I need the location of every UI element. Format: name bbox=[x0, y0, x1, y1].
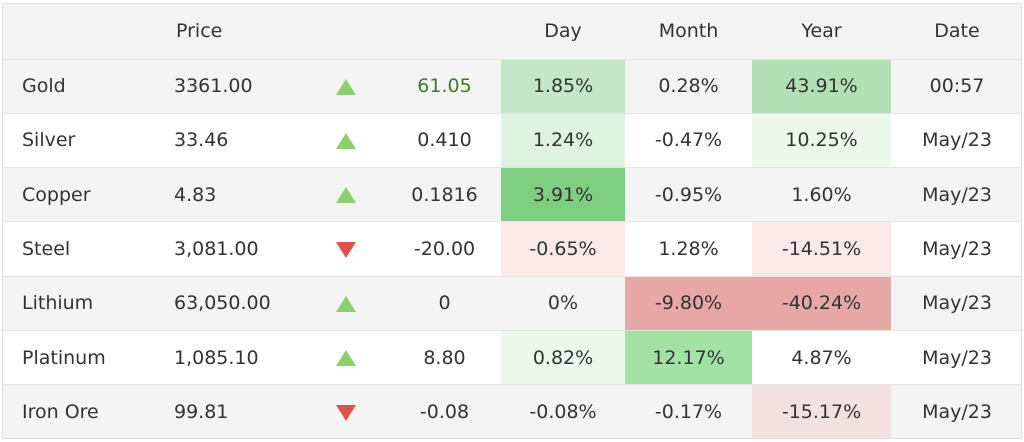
triangle-up-icon bbox=[335, 78, 356, 95]
day-change-cell: 0.82% bbox=[501, 329, 625, 385]
price-cell: 99.81 bbox=[155, 384, 303, 438]
date-cell: May/23 bbox=[891, 112, 1021, 168]
direction-cell bbox=[303, 167, 388, 222]
direction-cell bbox=[303, 275, 388, 331]
table-row[interactable]: Silver 33.46 0.410 1.24% -0.47% 10.25% May/23 bbox=[3, 112, 1021, 168]
change-cell: -20.00 bbox=[388, 221, 501, 277]
month-change-cell: 12.17% bbox=[625, 329, 752, 385]
table-row[interactable]: Steel 3,081.00 -20.00 -0.65% 1.28% -14.51% May… bbox=[3, 221, 1021, 277]
year-change-cell: 10.25% bbox=[752, 112, 891, 168]
direction-cell bbox=[303, 58, 388, 114]
change-cell: 8.80 bbox=[388, 329, 501, 385]
commodity-name-link[interactable]: Iron Ore bbox=[3, 384, 155, 438]
header-name bbox=[3, 4, 155, 59]
triangle-down-icon bbox=[335, 241, 356, 258]
header-change bbox=[388, 4, 501, 59]
date-cell: May/23 bbox=[891, 329, 1021, 385]
table-row[interactable]: Platinum 1,085.10 8.80 0.82% 12.17% 4.87% May/… bbox=[3, 329, 1021, 385]
date-cell: May/23 bbox=[891, 384, 1021, 438]
change-cell: 0 bbox=[388, 275, 501, 331]
change-cell: 0.410 bbox=[388, 112, 501, 168]
month-change-cell: -0.47% bbox=[625, 112, 752, 168]
month-change-cell: -9.80% bbox=[625, 275, 752, 331]
price-cell: 4.83 bbox=[155, 167, 303, 222]
day-change-cell: 1.85% bbox=[501, 58, 625, 114]
direction-cell bbox=[303, 329, 388, 385]
table-row[interactable]: Copper 4.83 0.1816 3.91% -0.95% 1.60% May/23 bbox=[3, 167, 1021, 222]
year-change-cell: -15.17% bbox=[752, 384, 891, 438]
month-change-cell: 1.28% bbox=[625, 221, 752, 277]
price-cell: 1,085.10 bbox=[155, 329, 303, 385]
date-cell: May/23 bbox=[891, 275, 1021, 331]
change-cell: -0.08 bbox=[388, 384, 501, 438]
commodity-name-link[interactable]: Steel bbox=[3, 221, 155, 277]
commodity-name-link[interactable]: Gold bbox=[3, 58, 155, 114]
triangle-down-icon bbox=[335, 404, 356, 421]
header-day[interactable]: Day bbox=[544, 20, 582, 43]
date-cell: May/23 bbox=[891, 221, 1021, 277]
triangle-up-icon bbox=[335, 350, 356, 367]
day-change-cell: -0.08% bbox=[501, 384, 625, 438]
month-change-cell: -0.95% bbox=[625, 167, 752, 222]
header-month[interactable]: Month bbox=[658, 20, 719, 43]
commodities-table: Price Day Month Year Date Gold 3361.00 61.… bbox=[3, 4, 1021, 438]
commodity-name-link[interactable]: Platinum bbox=[3, 329, 155, 385]
year-change-cell: -14.51% bbox=[752, 221, 891, 277]
day-change-cell: 0% bbox=[501, 275, 625, 331]
direction-cell bbox=[303, 112, 388, 168]
date-cell: 00:57 bbox=[891, 58, 1021, 114]
year-change-cell: -40.24% bbox=[752, 275, 891, 331]
table-header-row: Price Day Month Year Date bbox=[3, 4, 1021, 59]
date-cell: May/23 bbox=[891, 167, 1021, 222]
price-cell: 3,081.00 bbox=[155, 221, 303, 277]
year-change-cell: 4.87% bbox=[752, 329, 891, 385]
triangle-up-icon bbox=[335, 187, 356, 204]
direction-cell bbox=[303, 221, 388, 277]
table-body: Gold 3361.00 61.05 1.85% 0.28% 43.91% 00:57 Sil… bbox=[3, 58, 1021, 438]
triangle-up-icon bbox=[335, 132, 356, 149]
commodity-name-link[interactable]: Silver bbox=[3, 112, 155, 168]
year-change-cell: 1.60% bbox=[752, 167, 891, 222]
table-row[interactable]: Iron Ore 99.81 -0.08 -0.08% -0.17% -15.17% May… bbox=[3, 384, 1021, 438]
day-change-cell: 1.24% bbox=[501, 112, 625, 168]
day-change-cell: -0.65% bbox=[501, 221, 625, 277]
year-change-cell: 43.91% bbox=[752, 58, 891, 114]
month-change-cell: -0.17% bbox=[625, 384, 752, 438]
month-change-cell: 0.28% bbox=[625, 58, 752, 114]
direction-cell bbox=[303, 384, 388, 438]
day-change-cell: 3.91% bbox=[501, 167, 625, 222]
change-cell: 0.1816 bbox=[388, 167, 501, 222]
price-cell: 33.46 bbox=[155, 112, 303, 168]
header-year[interactable]: Year bbox=[801, 20, 842, 43]
commodity-name-link[interactable]: Copper bbox=[3, 167, 155, 222]
change-cell: 61.05 bbox=[388, 58, 501, 114]
triangle-up-icon bbox=[335, 295, 356, 312]
header-arrow bbox=[303, 4, 388, 59]
table-row[interactable]: Lithium 63,050.00 0 0% -9.80% -40.24% May/23 bbox=[3, 275, 1021, 331]
price-cell: 3361.00 bbox=[155, 58, 303, 114]
commodities-table-container: Price Day Month Year Date Gold 3361.00 61.… bbox=[2, 3, 1022, 439]
header-price[interactable]: Price bbox=[176, 20, 223, 43]
table-row[interactable]: Gold 3361.00 61.05 1.85% 0.28% 43.91% 00:57 bbox=[3, 58, 1021, 114]
commodity-name-link[interactable]: Lithium bbox=[3, 275, 155, 331]
price-cell: 63,050.00 bbox=[155, 275, 303, 331]
header-date[interactable]: Date bbox=[934, 20, 980, 43]
